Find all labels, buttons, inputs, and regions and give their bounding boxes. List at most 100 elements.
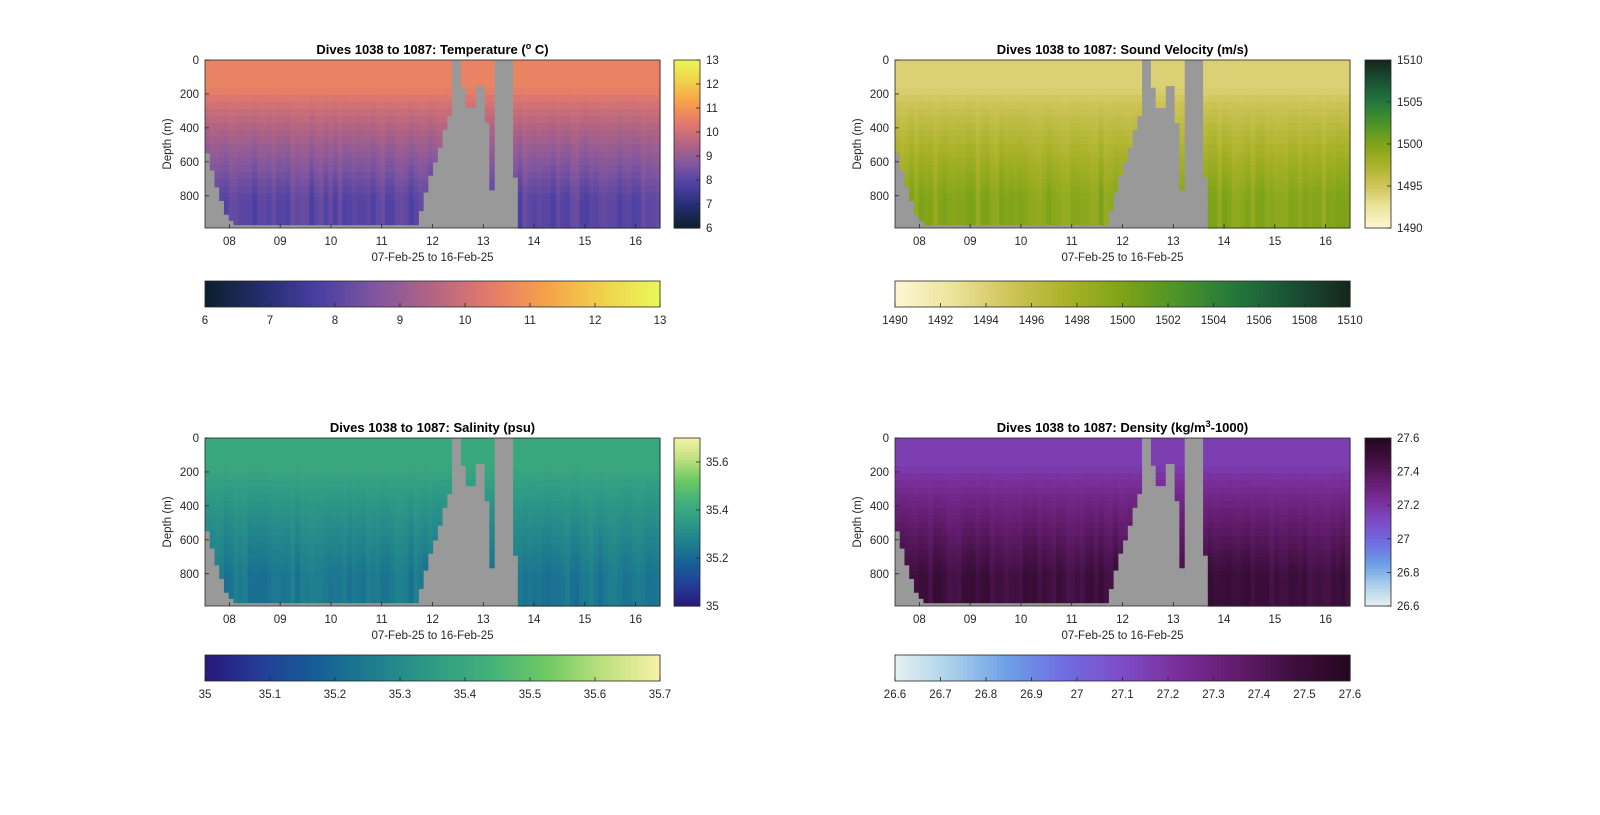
colorbar-swatch [1365, 104, 1391, 109]
heatmap-cell [1255, 102, 1261, 110]
heatmap-cell [631, 158, 637, 166]
heatmap-cell [895, 67, 901, 75]
heatmap-cell [1022, 60, 1029, 68]
heatmap-cell [394, 144, 400, 152]
heatmap-cell [961, 116, 967, 124]
heatmap-cell [209, 116, 216, 124]
heatmap-cell [1236, 95, 1242, 103]
heatmap-cell [252, 165, 258, 173]
heatmap-cell [242, 564, 249, 572]
heatmap-cell [999, 172, 1005, 180]
heatmap-cell [1070, 60, 1076, 68]
heatmap-cell [337, 74, 344, 82]
heatmap-cell [276, 109, 282, 117]
heatmap-cell [295, 578, 301, 586]
heatmap-cell [541, 95, 547, 103]
heatmap-cell [1022, 123, 1029, 131]
heatmap-cell [1089, 193, 1095, 201]
heatmap-cell [233, 165, 239, 173]
heatmap-cell [588, 130, 595, 138]
heatmap-cell [655, 116, 661, 124]
heatmap-cell [1255, 193, 1261, 201]
heatmap-cell [257, 144, 263, 152]
heatmap-cell [603, 144, 609, 152]
heatmap-cell [214, 494, 220, 502]
heatmap-cell [370, 95, 377, 103]
heatmap-cell [1018, 200, 1024, 208]
heatmap-cell [413, 60, 419, 68]
heatmap-cell [1131, 109, 1138, 117]
heatmap-cell [1089, 165, 1095, 173]
heatmap-cell [985, 116, 991, 124]
heatmap-cell [1226, 60, 1233, 68]
heatmap-cell [622, 214, 628, 222]
heatmap-cell [252, 494, 258, 502]
heatmap-cell [1075, 200, 1081, 208]
colorbar-swatch [1190, 281, 1196, 307]
heatmap-cell [1127, 95, 1133, 103]
heatmap-cell [432, 123, 438, 131]
heatmap-cell [593, 158, 599, 166]
heatmap-cell [1250, 172, 1256, 180]
heatmap-cell [574, 186, 581, 194]
heatmap-cell [565, 109, 571, 117]
heatmap-cell [309, 193, 315, 201]
heatmap-cell [427, 144, 434, 152]
heatmap-cell [209, 522, 216, 530]
heatmap-cell [214, 515, 220, 523]
heatmap-cell [1245, 186, 1252, 194]
heatmap-cell [356, 165, 363, 173]
heatmap-cell [399, 151, 405, 159]
heatmap-cell [323, 459, 329, 467]
heatmap-cell [209, 158, 216, 166]
heatmap-cell [257, 200, 263, 208]
heatmap-cell [276, 130, 282, 138]
heatmap-cell [318, 207, 325, 215]
heatmap-cell [1060, 214, 1067, 222]
heatmap-cell [1131, 81, 1138, 89]
heatmap-cell [261, 158, 268, 166]
heatmap-cell [622, 144, 628, 152]
heatmap-cell [951, 102, 958, 110]
heatmap-cell [1264, 179, 1271, 187]
heatmap-cell [408, 186, 415, 194]
heatmap-cell [280, 130, 287, 138]
heatmap-cell [574, 88, 581, 96]
heatmap-cell [290, 515, 296, 523]
heatmap-cell [617, 165, 623, 173]
colorbar-swatch [242, 281, 248, 307]
heatmap-cell [223, 550, 230, 558]
heatmap-cell [280, 571, 287, 579]
heatmap-cell [280, 459, 287, 467]
heatmap-cell [588, 193, 595, 201]
heatmap-cell [1094, 81, 1100, 89]
heatmap-cell [1094, 109, 1100, 117]
heatmap-cell [989, 179, 996, 187]
heatmap-cell [266, 95, 272, 103]
chart-title: Dives 1038 to 1087: Temperature (o C) [316, 41, 548, 57]
heatmap-cell [622, 74, 628, 82]
heatmap-cell [975, 109, 981, 117]
colorbar-swatch [1164, 281, 1169, 307]
heatmap-cell [517, 88, 524, 96]
heatmap-cell [394, 116, 400, 124]
heatmap-cell [309, 95, 315, 103]
colorbar-tick-label: 1500 [1397, 139, 1423, 151]
heatmap-cell [266, 116, 272, 124]
heatmap-cell [1236, 144, 1242, 152]
heatmap-cell [626, 200, 633, 208]
heatmap-cell [1307, 60, 1313, 68]
colorbar-swatch [405, 281, 411, 307]
heatmap-cell [541, 193, 547, 201]
heatmap-cell [536, 67, 543, 75]
heatmap-cell [985, 158, 991, 166]
heatmap-cell [536, 116, 543, 124]
heatmap-cell [1098, 67, 1105, 75]
heatmap-cell [1240, 60, 1247, 68]
heatmap-cell [1321, 81, 1327, 89]
heatmap-cell [655, 214, 661, 222]
colorbar-swatch [1365, 102, 1391, 106]
heatmap-cell [366, 74, 372, 82]
heatmap-cell [427, 137, 434, 145]
heatmap-cell [209, 438, 216, 446]
